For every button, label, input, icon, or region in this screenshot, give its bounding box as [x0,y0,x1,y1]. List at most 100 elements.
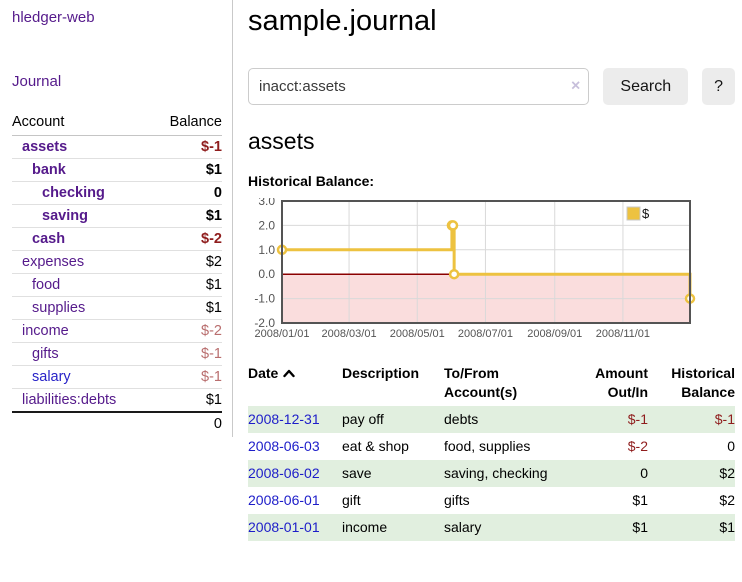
account-link[interactable]: expenses [22,254,85,270]
sidebar-item-journal[interactable]: Journal [12,73,62,90]
account-row: expenses $2 [12,250,222,274]
svg-text:2008/01/01: 2008/01/01 [254,328,309,340]
account-balance: $1 [151,273,222,297]
register-header-date[interactable]: Date [248,362,342,406]
account-link[interactable]: cash [32,231,66,247]
transaction-description: income [342,514,444,541]
transaction-balance: $2 [719,492,735,508]
search-row: × Search ? [248,68,735,105]
app-title-link[interactable]: hledger-web [12,9,95,26]
account-balance: $-1 [151,135,222,159]
account-link[interactable]: bank [32,162,66,178]
transaction-amount: $1 [632,492,648,508]
clear-search-icon[interactable]: × [571,77,581,95]
transaction-description: gift [342,492,361,508]
transaction-amount: $-2 [627,438,648,454]
register-row: 2008-01-01 income salary $1 $1 [248,514,735,541]
account-link[interactable]: saving [42,208,88,224]
transaction-date-link[interactable]: 2008-12-31 [248,411,320,427]
transaction-date-link[interactable]: 2008-06-03 [248,438,320,454]
account-balance: $1 [151,296,222,320]
account-row: assets $-1 [12,135,222,159]
svg-text:-2.0: -2.0 [254,316,275,330]
account-row: bank $1 [12,158,222,182]
transaction-date-link[interactable]: 2008-01-01 [248,519,320,535]
page: hledger-web Journal Account Balance asse… [0,0,742,541]
sort-ascending-icon [283,369,296,378]
svg-text:2008/09/01: 2008/09/01 [527,328,582,340]
transaction-date-link[interactable]: 2008-06-02 [248,465,320,481]
accounts-table-body: assets $-1 bank $1 checking 0 saving $1 … [12,135,222,413]
transaction-balance: $2 [648,460,735,487]
svg-text:2008/03/01: 2008/03/01 [322,328,377,340]
account-balance: $-2 [151,319,222,343]
transaction-date-link[interactable]: 2008-06-01 [248,492,320,508]
help-button[interactable]: ? [702,68,735,105]
svg-text:$: $ [642,206,650,221]
account-link[interactable]: gifts [32,346,59,362]
transaction-description: save [342,460,444,487]
svg-text:2.0: 2.0 [258,218,275,232]
account-balance: $1 [151,388,222,413]
account-balance: $2 [151,250,222,274]
account-balance: $-2 [151,227,222,251]
transaction-description: pay off [342,406,444,433]
transaction-amount: $1 [570,514,648,541]
account-balance: 0 [151,181,222,205]
account-link[interactable]: liabilities:debts [22,392,117,408]
register-table-body: 2008-12-31 pay off debts $-1 $-1 2008-06… [248,406,735,541]
transaction-accounts: saving, checking [444,460,570,487]
transaction-accounts: food, supplies [444,438,531,454]
search-input[interactable] [248,68,590,105]
register-header-accounts: To/From Account(s) [444,365,518,400]
account-link[interactable]: income [22,323,69,339]
sidebar: hledger-web Journal Account Balance asse… [0,0,233,437]
account-row: income $-2 [12,319,222,343]
account-link[interactable]: checking [42,185,105,201]
account-link[interactable]: supplies [32,300,86,316]
accounts-table: Account Balance assets $-1 bank $1 check… [12,111,222,435]
transaction-amount: $-1 [570,406,648,433]
search-button[interactable]: Search [603,68,689,105]
register-header-description: Description [342,365,420,381]
register-header-date-label: Date [248,365,279,381]
account-row: liabilities:debts $1 [12,388,222,413]
svg-text:2008/11/01: 2008/11/01 [596,328,650,340]
account-row: supplies $1 [12,296,222,320]
account-row: gifts $-1 [12,342,222,366]
account-row: food $1 [12,273,222,297]
transaction-accounts: gifts [444,492,470,508]
transaction-accounts: debts [444,406,570,433]
register-row: 2008-12-31 pay off debts $-1 $-1 [248,406,735,433]
transaction-accounts: salary [444,514,570,541]
transaction-amount: 0 [570,460,648,487]
svg-text:2008/05/01: 2008/05/01 [390,328,445,340]
svg-text:0.0: 0.0 [258,267,275,281]
account-row: checking 0 [12,181,222,205]
svg-text:1.0: 1.0 [258,243,275,257]
register-header-balance: Historical Balance [671,365,735,400]
register-row: 2008-06-01 gift gifts $1 $2 [248,487,735,514]
register-header-amount: Amount Out/In [595,365,648,400]
chart-wrap: $3.0 2.0 1.0 0.0 -1.0 -2.0 2008/01/01 2008/03/0… [248,194,735,347]
search-box: × [248,68,590,105]
transaction-balance: 0 [727,438,735,454]
page-title: sample.journal [248,5,437,37]
register-table: Date Description To/From Account(s) Amou… [248,362,735,541]
accounts-header-account: Account [12,111,152,136]
account-balance: $1 [151,158,222,182]
accounts-total-row: 0 [12,411,222,435]
register-row: 2008-06-03 eat & shop food, supplies $-2… [248,433,735,460]
main-content: sample.journal × Search ? assets Histori… [233,0,742,541]
svg-text:2008/07/01: 2008/07/01 [458,328,513,340]
account-heading: assets [248,128,315,154]
accounts-header-balance: Balance [151,111,222,136]
account-row: saving $1 [12,204,222,228]
transaction-balance: $1 [648,514,735,541]
account-link[interactable]: salary [32,369,71,385]
register-row: 2008-06-02 save saving, checking 0 $2 [248,460,735,487]
account-link[interactable]: assets [22,139,68,155]
account-link[interactable]: food [32,277,61,293]
transaction-balance: $-1 [648,406,735,433]
